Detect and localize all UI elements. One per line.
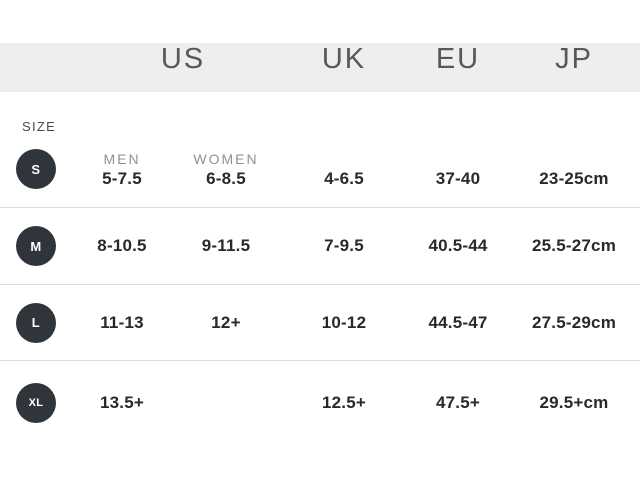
value-eu-l: 44.5-47	[428, 312, 488, 332]
size-badge-s-label: S	[31, 161, 41, 177]
cell-uk-s: 4-6.5	[280, 149, 408, 189]
column-header-bar: US UK EU JP	[0, 43, 640, 92]
cell-uk-l: 10-12	[280, 313, 408, 333]
value-uk-s: 4-6.5	[324, 169, 364, 188]
value-uk-m: 7-9.5	[324, 236, 364, 255]
value-uk-xl: 12.5+	[321, 393, 366, 412]
men-column-label: MEN	[103, 151, 141, 167]
cell-us-men-l: 11-13	[72, 313, 172, 333]
size-badge-cell: M	[0, 226, 72, 266]
table-row-l: L 11-13 12+ 10-12 44.5-47 27.5-29cm	[0, 285, 640, 360]
women-column-label: WOMEN	[193, 151, 259, 167]
cell-jp-m: 25.5-27cm	[508, 236, 640, 256]
size-badge-l: L	[16, 302, 56, 343]
cell-eu-l: 44.5-47	[408, 313, 508, 333]
size-badge-l-label: L	[31, 315, 41, 330]
table-row-m: M 8-10.5 9-11.5 7-9.5 40.5-44 25.5-27cm	[0, 208, 640, 284]
size-badge-cell: L	[0, 302, 72, 343]
size-badge-xl: XL	[16, 383, 56, 423]
cell-eu-xl: 47.5+	[408, 393, 508, 413]
value-eu-s: 37-40	[435, 169, 481, 188]
cell-eu-m: 40.5-44	[408, 236, 508, 256]
row-separator	[0, 360, 640, 361]
cell-jp-s: 23-25cm	[508, 149, 640, 189]
size-badge-m: M	[16, 226, 56, 266]
cell-eu-s: 37-40	[408, 149, 508, 189]
size-section-label: SIZE	[22, 119, 57, 134]
row-separator	[0, 284, 640, 285]
value-eu-xl: 47.5+	[435, 393, 480, 412]
size-badge-cell: XL	[0, 383, 72, 423]
table-row-xl: XL 13.5+ 12.5+ 47.5+ 29.5+cm	[0, 361, 640, 445]
column-header-jp: JP	[555, 43, 593, 75]
size-badge-s: S	[16, 149, 56, 189]
value-us-men-s: 5-7.5	[102, 169, 142, 188]
column-header-eu: EU	[435, 43, 481, 75]
cell-us-men-xl: 13.5+	[72, 393, 172, 413]
value-us-women-s: 6-8.5	[206, 169, 246, 188]
value-uk-l: 10-12	[321, 312, 367, 332]
column-header-uk: UK	[321, 43, 367, 75]
cell-uk-xl: 12.5+	[280, 393, 408, 413]
cell-jp-l: 27.5-29cm	[508, 313, 640, 333]
column-header-spacer	[0, 43, 72, 92]
cell-us-men-m: 8-10.5	[72, 236, 172, 256]
value-us-women-l: 12+	[211, 312, 241, 332]
value-us-men-l: 11-13	[100, 312, 144, 332]
value-jp-xl: 29.5+cm	[539, 393, 609, 412]
value-us-men-m: 8-10.5	[97, 236, 147, 255]
cell-us-women-m: 9-11.5	[172, 236, 280, 256]
value-jp-m: 25.5-27cm	[531, 236, 617, 255]
size-badge-xl-label: XL	[28, 397, 44, 409]
cell-us-men-s: MEN 5-7.5	[72, 149, 172, 189]
row-separator	[0, 207, 640, 208]
size-badge-cell: S	[0, 149, 72, 189]
table-row-s: S MEN 5-7.5 WOMEN 6-8.5 4-6.5 37-40 23-2…	[0, 131, 640, 207]
column-header-us: US	[160, 43, 206, 75]
cell-jp-xl: 29.5+cm	[508, 393, 640, 413]
value-jp-l: 27.5-29cm	[531, 312, 617, 332]
value-us-women-m: 9-11.5	[201, 236, 251, 255]
cell-us-women-l: 12+	[172, 313, 280, 333]
value-eu-m: 40.5-44	[428, 236, 488, 255]
cell-us-women-s: WOMEN 6-8.5	[172, 149, 280, 189]
value-jp-s: 23-25cm	[539, 169, 609, 188]
size-badge-m-label: M	[30, 238, 42, 254]
value-us-men-xl: 13.5+	[99, 393, 144, 412]
cell-uk-m: 7-9.5	[280, 236, 408, 256]
